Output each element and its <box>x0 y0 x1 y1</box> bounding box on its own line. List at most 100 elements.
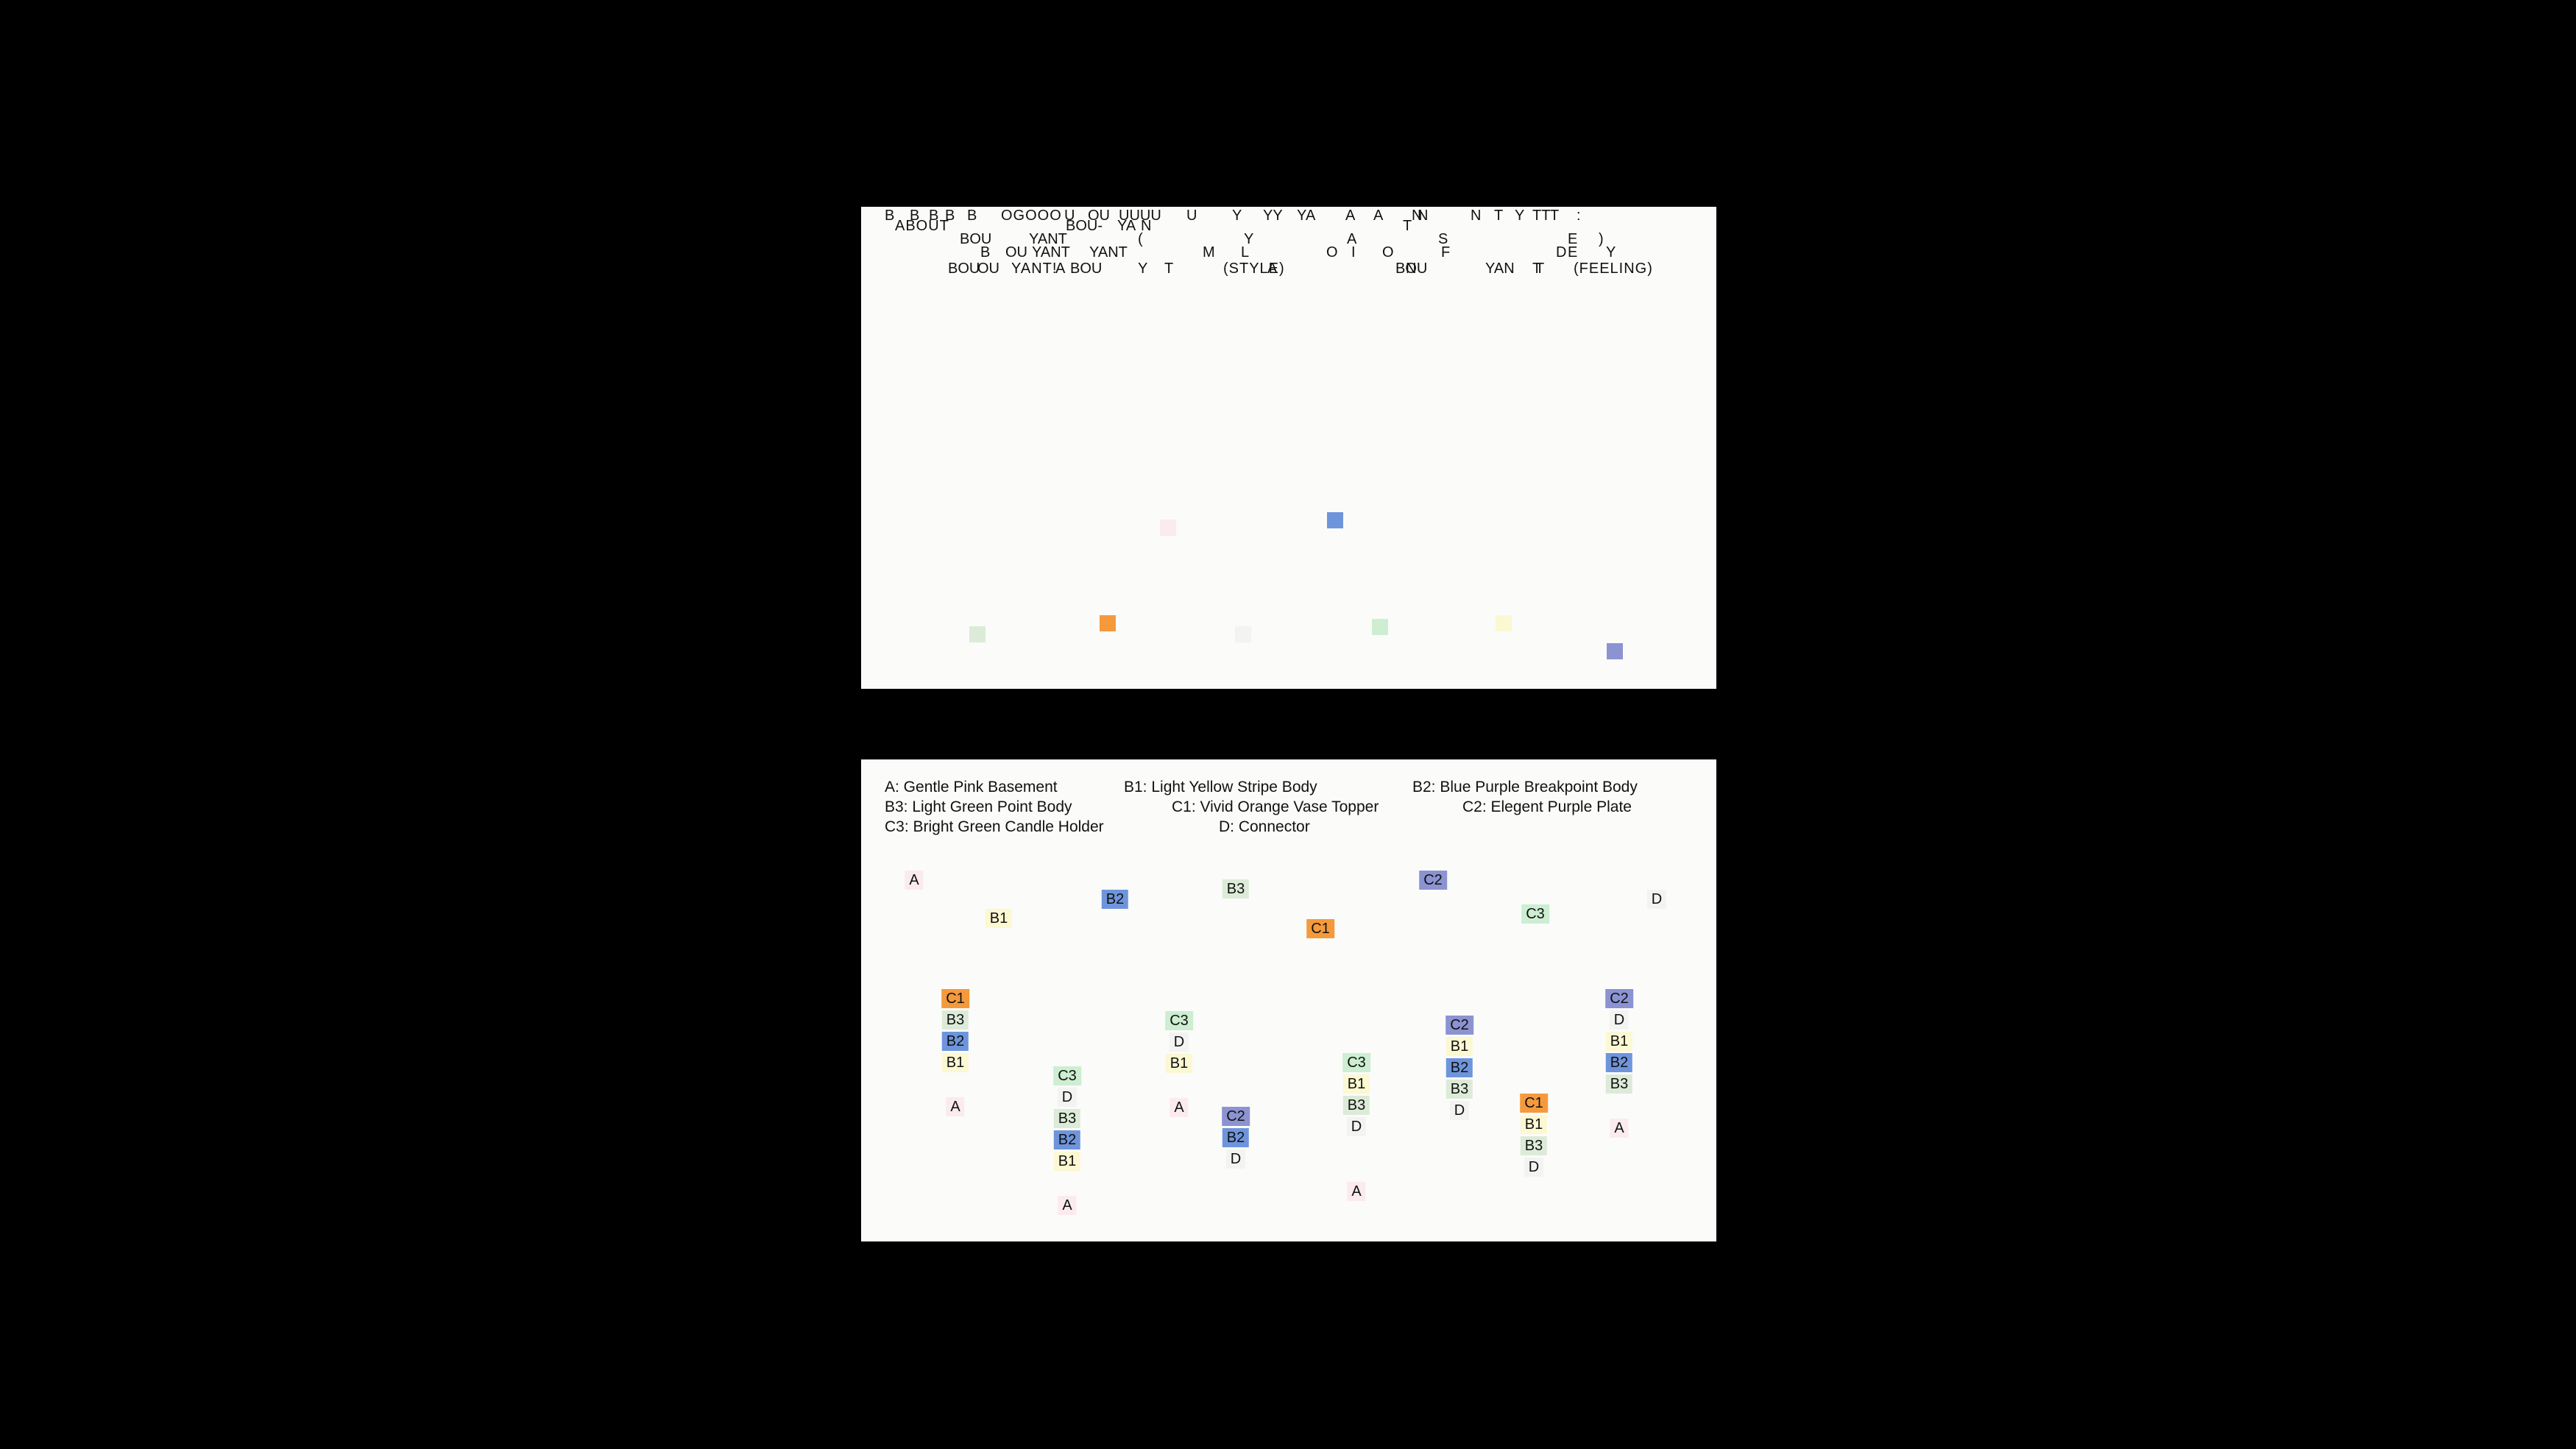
scene-glyph: Y <box>1606 244 1616 261</box>
scene-glyph: T <box>1403 218 1412 234</box>
vase-6-part[interactable]: D <box>1449 1101 1470 1120</box>
scene-glyph: OU <box>1088 208 1110 224</box>
scene-glyph: TT <box>1532 208 1551 224</box>
vase-2-part[interactable]: B2 <box>1053 1130 1081 1149</box>
scene-glyph: A <box>1373 208 1384 224</box>
vase-1-part[interactable]: C1 <box>941 989 969 1008</box>
vase-1-part[interactable]: B2 <box>941 1032 969 1051</box>
scene-glyph: I <box>1351 244 1356 261</box>
vase-2-part[interactable]: B3 <box>1053 1109 1081 1128</box>
vase-3-part[interactable]: B1 <box>1165 1054 1193 1073</box>
scene-glyph: YAN <box>1485 261 1515 277</box>
piece-c1-square[interactable] <box>1100 615 1116 631</box>
scene-glyph: S <box>1438 231 1448 247</box>
vase-6-part[interactable]: B1 <box>1446 1037 1473 1056</box>
vase-2-part[interactable]: A <box>1058 1196 1077 1215</box>
piece-b2-square[interactable] <box>1327 512 1343 528</box>
part-tag-d[interactable]: D <box>1646 890 1667 909</box>
vase-7-part[interactable]: B3 <box>1520 1136 1548 1155</box>
piece-d-square[interactable] <box>1235 626 1251 642</box>
scene-glyph: BOU <box>948 261 980 277</box>
vase-6-part[interactable]: B2 <box>1446 1058 1473 1077</box>
part-tag-c3[interactable]: C3 <box>1521 904 1549 924</box>
scene-glyph: YANT <box>1029 231 1067 247</box>
vase-8-part[interactable]: D <box>1609 1010 1630 1030</box>
scene-glyph: BOU- <box>1066 218 1103 234</box>
vase-5-part[interactable]: A <box>1347 1182 1366 1201</box>
vase-4-part[interactable]: B2 <box>1222 1128 1250 1147</box>
vase-7-part[interactable]: C1 <box>1520 1094 1548 1113</box>
vase-1-part[interactable]: A <box>946 1097 965 1116</box>
scene-glyph: F <box>1441 244 1451 261</box>
legend-entry: C3: Bright Green Candle Holder <box>885 818 1104 835</box>
piece-b3-square[interactable] <box>969 626 986 642</box>
scene-glyph: B <box>980 244 991 261</box>
scene-glyph: N <box>1471 208 1482 224</box>
legend-entry: C1: Vivid Orange Vase Topper <box>1172 798 1379 815</box>
vase-8-part[interactable]: A <box>1610 1119 1629 1138</box>
scene-glyph: A <box>1345 208 1356 224</box>
vase-7-part[interactable]: D <box>1524 1158 1544 1177</box>
scene-glyph: O <box>1382 244 1394 261</box>
legend-entry: B3: Light Green Point Body <box>885 798 1072 815</box>
vase-3-part[interactable]: C3 <box>1165 1011 1193 1030</box>
scene-glyph: B <box>929 208 939 224</box>
scene-glyph: B <box>967 208 977 224</box>
vase-6-part[interactable]: C2 <box>1446 1016 1473 1035</box>
scene-glyph: A <box>1306 208 1316 224</box>
vase-5-part[interactable]: C3 <box>1342 1053 1370 1072</box>
scene-glyph: BOU <box>960 231 992 247</box>
scene-glyph: Y <box>1232 208 1242 224</box>
piece-a-square[interactable] <box>1160 520 1176 536</box>
scene-glyph: YANT <box>1089 244 1128 261</box>
scene-glyph: : <box>1577 208 1581 224</box>
part-tag-c2[interactable]: C2 <box>1419 871 1447 890</box>
vase-6-part[interactable]: B3 <box>1446 1080 1473 1099</box>
scene-glyph: B <box>885 208 895 224</box>
piece-b1-square[interactable] <box>1496 615 1512 631</box>
vase-8-part[interactable]: B2 <box>1605 1053 1633 1072</box>
scene-glyph: N <box>1418 208 1429 224</box>
scene-glyph: Y <box>1297 208 1307 224</box>
legend-entry: A: Gentle Pink Basement <box>885 779 1058 796</box>
scene-glyph: N <box>1141 218 1152 234</box>
vase-2-part[interactable]: B1 <box>1053 1152 1081 1171</box>
part-tag-a[interactable]: A <box>905 871 924 890</box>
vase-1-part[interactable]: B1 <box>941 1053 969 1072</box>
vase-3-part[interactable]: D <box>1169 1032 1189 1052</box>
vase-8-part[interactable]: B3 <box>1605 1074 1633 1094</box>
vase-5-part[interactable]: B3 <box>1342 1096 1370 1115</box>
vase-2-part[interactable]: C3 <box>1053 1066 1081 1085</box>
scene-glyph: T <box>1494 208 1504 224</box>
vase-3-part[interactable]: A <box>1170 1098 1189 1117</box>
legend-view: A: Gentle Pink Basement B1: Light Yellow … <box>861 759 1716 1241</box>
scene-glyph: D <box>1556 244 1567 261</box>
vase-4-part[interactable]: C2 <box>1222 1107 1250 1126</box>
vase-8-part[interactable]: B1 <box>1605 1032 1633 1051</box>
scene-glyph: T <box>1535 261 1545 277</box>
scene-glyph: ) <box>1599 231 1604 247</box>
scene-glyph: L <box>1241 244 1250 261</box>
vase-5-part[interactable]: D <box>1346 1117 1367 1136</box>
part-tag-b2[interactable]: B2 <box>1101 890 1129 909</box>
scene-glyph: T <box>1550 208 1560 224</box>
vase-1-part[interactable]: B3 <box>941 1010 969 1030</box>
scene-glyph: OGOOO <box>1001 208 1062 224</box>
vase-4-part[interactable]: D <box>1225 1149 1246 1169</box>
vase-2-part[interactable]: D <box>1057 1088 1078 1107</box>
legend-entry: B1: Light Yellow Stripe Body <box>1124 779 1317 796</box>
piece-c3-square[interactable] <box>1372 619 1388 635</box>
vase-8-part[interactable]: C2 <box>1605 989 1633 1008</box>
piece-c2-square[interactable] <box>1607 643 1623 659</box>
part-tag-c1[interactable]: C1 <box>1306 919 1334 938</box>
vase-5-part[interactable]: B1 <box>1342 1074 1370 1094</box>
scene-glyph: N <box>1406 261 1417 277</box>
scene-view: B B B B B OGOOO U OU UUUU U Y YY Y A A A N N N T Y TT T: ABOUT B… <box>861 207 1716 689</box>
part-tag-b3[interactable]: B3 <box>1222 879 1250 899</box>
scene-glyph: YY <box>1263 208 1283 224</box>
scene-glyph: B <box>910 208 920 224</box>
vase-7-part[interactable]: B1 <box>1520 1115 1548 1134</box>
scene-glyph: BOU <box>1395 261 1428 277</box>
part-tag-b1[interactable]: B1 <box>985 909 1013 928</box>
scene-glyph: Y <box>1515 208 1525 224</box>
